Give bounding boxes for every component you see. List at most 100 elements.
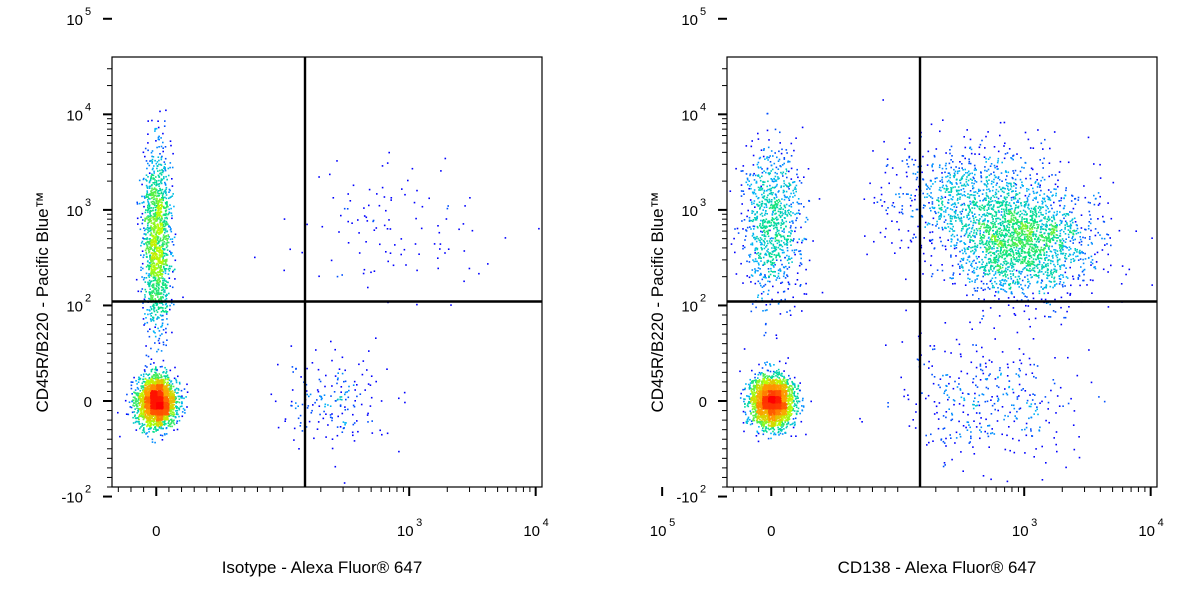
y-tick-exponent: 3 <box>85 197 91 209</box>
event-dot <box>928 202 930 204</box>
event-dot <box>147 400 149 402</box>
event-dot <box>166 281 168 283</box>
event-dot <box>937 418 940 420</box>
event-dot <box>925 397 927 400</box>
event-dot <box>783 370 785 372</box>
event-dot <box>884 171 887 174</box>
event-dot <box>158 427 161 429</box>
event-dot <box>158 201 160 203</box>
event-dot <box>1049 147 1051 150</box>
event-dot <box>955 431 958 434</box>
event-dot <box>165 260 167 262</box>
event-dot <box>333 391 336 393</box>
event-dot <box>149 408 151 410</box>
event-dot <box>163 263 165 266</box>
event-dot <box>150 407 153 409</box>
event-dot <box>799 250 802 252</box>
event-dot <box>157 170 159 172</box>
event-dot <box>156 285 158 287</box>
event-dot <box>151 270 154 272</box>
event-dot <box>347 408 349 411</box>
event-dot <box>163 433 166 435</box>
event-dot <box>360 403 363 406</box>
event-dot <box>163 221 165 223</box>
event-dot <box>157 195 159 197</box>
event-dot <box>154 218 156 220</box>
event-dot <box>172 403 174 406</box>
event-dot <box>1024 452 1026 454</box>
event-dot <box>167 388 169 391</box>
event-dot <box>163 207 166 209</box>
event-dot <box>183 409 186 411</box>
event-dot <box>162 282 165 284</box>
event-dot <box>144 365 147 367</box>
event-dot <box>140 244 142 247</box>
event-dot <box>1135 230 1137 232</box>
event-dot <box>156 281 159 283</box>
event-dot <box>341 431 344 433</box>
event-dot <box>157 264 160 266</box>
event-dot <box>173 391 176 394</box>
event-dot <box>167 234 170 236</box>
event-dot <box>958 420 960 423</box>
event-dot <box>160 306 162 309</box>
event-dot <box>156 279 158 282</box>
event-dot <box>156 294 159 296</box>
event-dot <box>157 174 160 177</box>
event-dot <box>358 232 360 234</box>
event-dot <box>150 178 152 180</box>
event-dot <box>141 392 143 394</box>
event-dot <box>164 377 167 379</box>
event-dot <box>146 244 148 247</box>
event-dot <box>958 403 961 405</box>
event-dot <box>154 390 156 392</box>
event-dot <box>400 238 403 240</box>
event-dot <box>156 250 158 252</box>
event-dot <box>150 399 152 402</box>
event-dot <box>160 265 162 267</box>
event-dot <box>145 354 148 357</box>
event-dot <box>1078 456 1081 459</box>
event-dot <box>748 261 751 263</box>
event-dot <box>145 410 147 412</box>
event-dot <box>899 186 902 189</box>
event-dot <box>781 148 783 151</box>
event-dot <box>155 189 157 192</box>
event-dot <box>156 274 158 276</box>
event-dot <box>153 214 156 217</box>
event-dot <box>160 401 162 403</box>
event-dot <box>167 390 170 392</box>
event-dot <box>1076 374 1079 377</box>
event-dot <box>911 199 913 202</box>
event-dot <box>161 365 163 368</box>
event-dot <box>153 165 155 167</box>
event-dot <box>150 264 152 266</box>
event-dot <box>170 393 173 395</box>
event-dot <box>156 243 159 245</box>
event-dot <box>143 403 146 405</box>
event-dot <box>119 435 121 438</box>
event-dot <box>951 264 954 267</box>
event-dot <box>873 240 875 243</box>
event-dot <box>147 391 149 394</box>
event-dot <box>1042 148 1044 150</box>
event-dot <box>159 238 161 241</box>
event-dot <box>170 410 173 412</box>
event-dot <box>175 400 178 403</box>
event-dot <box>153 223 156 225</box>
event-dot <box>160 311 163 313</box>
event-dot <box>145 389 148 392</box>
event-dot <box>163 229 165 231</box>
event-dot <box>158 277 160 279</box>
event-dot <box>162 394 164 396</box>
event-dot <box>886 213 889 215</box>
event-dot <box>169 369 172 372</box>
event-dot <box>160 277 163 279</box>
event-dot <box>1151 284 1153 286</box>
event-dot <box>909 204 912 207</box>
event-dot <box>149 194 152 197</box>
event-dot <box>1047 408 1049 410</box>
event-dot <box>1060 296 1063 299</box>
event-dot <box>1041 400 1043 403</box>
event-dot <box>173 413 175 416</box>
